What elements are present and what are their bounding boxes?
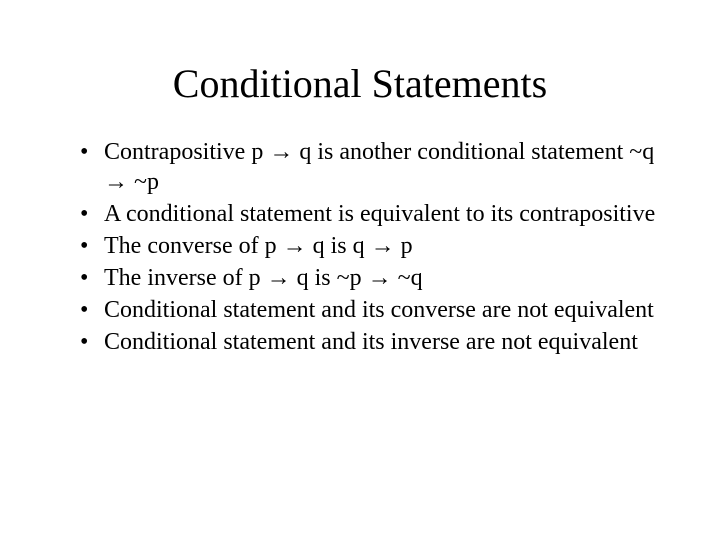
- list-item: Contrapositive p → q is another conditio…: [80, 137, 660, 197]
- list-item: A conditional statement is equivalent to…: [80, 199, 660, 229]
- list-item: Conditional statement and its converse a…: [80, 295, 660, 325]
- slide: Conditional Statements Contrapositive p …: [0, 0, 720, 540]
- list-item: Conditional statement and its inverse ar…: [80, 327, 660, 357]
- slide-title: Conditional Statements: [60, 60, 660, 107]
- bullet-list: Contrapositive p → q is another conditio…: [80, 137, 660, 357]
- list-item: The converse of p → q is q → p: [80, 231, 660, 261]
- list-item: The inverse of p → q is ~p → ~q: [80, 263, 660, 293]
